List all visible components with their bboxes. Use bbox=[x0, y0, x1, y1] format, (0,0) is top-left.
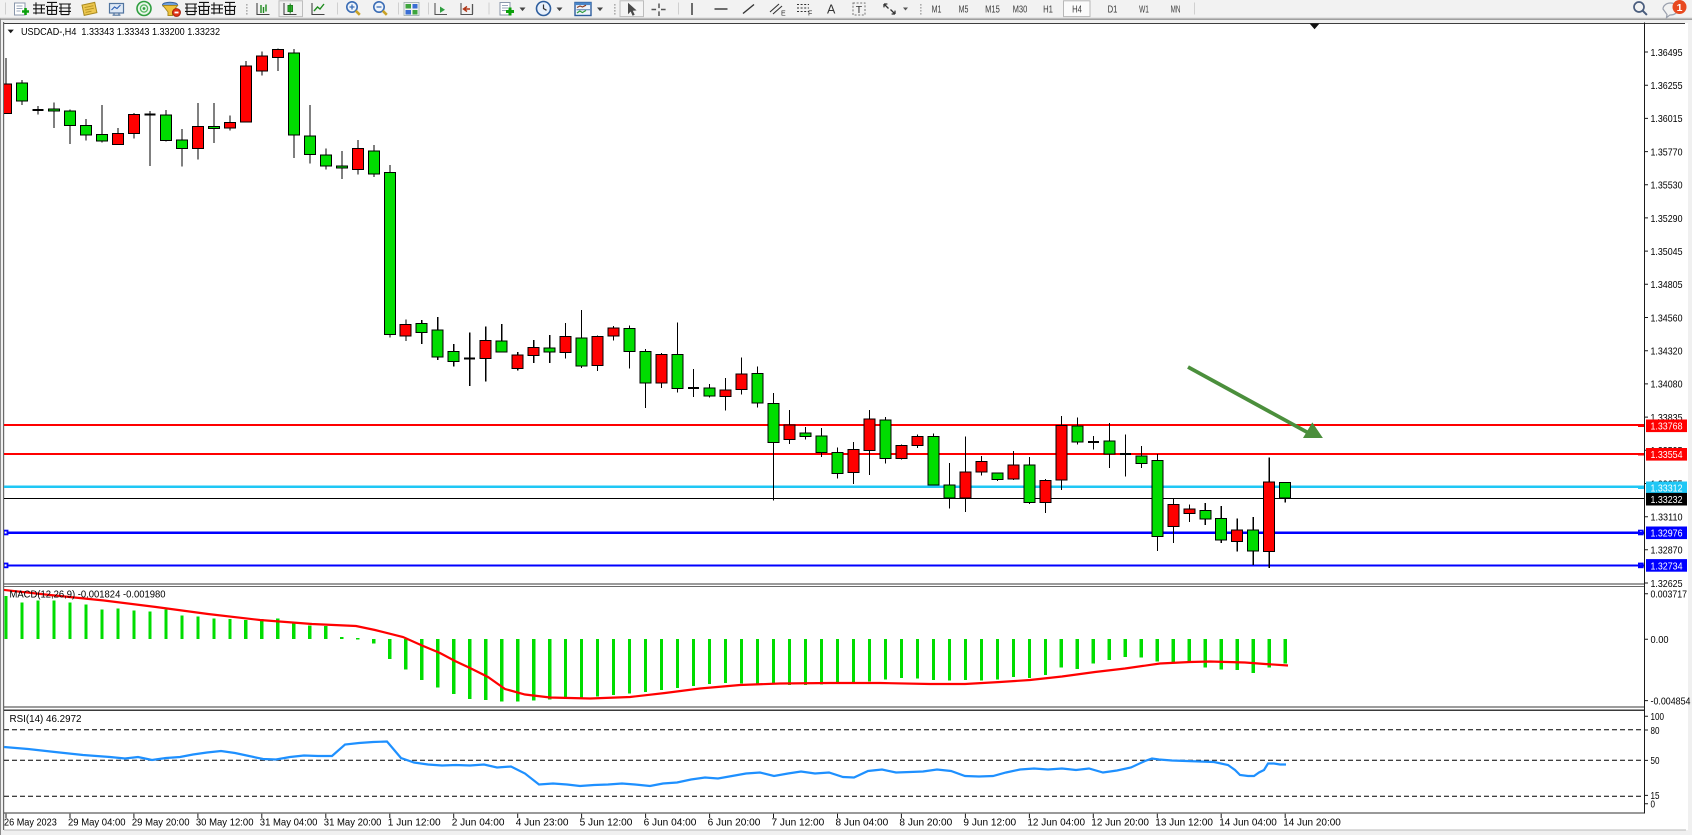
svg-text:D1: D1 bbox=[1108, 4, 1118, 15]
svg-text:0: 0 bbox=[1651, 799, 1656, 811]
svg-text:1.35290: 1.35290 bbox=[1651, 213, 1683, 225]
svg-text:T: T bbox=[856, 4, 863, 16]
svg-text:RSI(14) 46.2972: RSI(14) 46.2972 bbox=[10, 713, 82, 725]
svg-text:1.36495: 1.36495 bbox=[1651, 47, 1683, 59]
svg-text:29 May 04:00: 29 May 04:00 bbox=[68, 817, 126, 829]
svg-text:1.34560: 1.34560 bbox=[1651, 312, 1683, 324]
svg-text:1.34080: 1.34080 bbox=[1651, 379, 1683, 391]
svg-text:1 Jun 12:00: 1 Jun 12:00 bbox=[388, 817, 441, 829]
svg-text:M1: M1 bbox=[932, 4, 942, 15]
svg-text:2 Jun 04:00: 2 Jun 04:00 bbox=[452, 817, 505, 829]
svg-text:29 May 20:00: 29 May 20:00 bbox=[132, 817, 190, 829]
svg-text:6 Jun 04:00: 6 Jun 04:00 bbox=[644, 817, 697, 829]
svg-text:1.32734: 1.32734 bbox=[1651, 560, 1683, 572]
svg-text:15: 15 bbox=[1651, 790, 1660, 802]
svg-text:8 Jun 20:00: 8 Jun 20:00 bbox=[899, 817, 952, 829]
svg-text:1.32625: 1.32625 bbox=[1651, 578, 1683, 590]
svg-text:14 Jun 20:00: 14 Jun 20:00 bbox=[1283, 817, 1341, 829]
svg-text:12 Jun 20:00: 12 Jun 20:00 bbox=[1091, 817, 1149, 829]
svg-text:31 May 20:00: 31 May 20:00 bbox=[324, 817, 382, 829]
svg-text:8 Jun 04:00: 8 Jun 04:00 bbox=[836, 817, 889, 829]
svg-text:50: 50 bbox=[1651, 755, 1660, 767]
svg-text:A: A bbox=[827, 3, 836, 17]
svg-text:26 May 2023: 26 May 2023 bbox=[4, 817, 57, 829]
svg-text:5 Jun 12:00: 5 Jun 12:00 bbox=[580, 817, 633, 829]
svg-text:W1: W1 bbox=[1139, 4, 1149, 15]
svg-text:1.32976: 1.32976 bbox=[1651, 528, 1683, 540]
svg-text:1.35770: 1.35770 bbox=[1651, 146, 1683, 158]
svg-text:0.003717: 0.003717 bbox=[1651, 589, 1688, 601]
svg-text:1.35530: 1.35530 bbox=[1651, 180, 1683, 192]
svg-text:1: 1 bbox=[1677, 2, 1683, 14]
svg-text:100: 100 bbox=[1651, 711, 1665, 723]
svg-text:30 May 12:00: 30 May 12:00 bbox=[196, 817, 254, 829]
svg-text:H4: H4 bbox=[1072, 4, 1082, 15]
svg-text:E: E bbox=[781, 11, 786, 18]
svg-text:1.33110: 1.33110 bbox=[1651, 512, 1683, 524]
svg-text:1.34320: 1.34320 bbox=[1651, 346, 1683, 358]
svg-text:USDCAD-,H4 1.33343 1.33343 1.: USDCAD-,H4 1.33343 1.33343 1.33200 1.332… bbox=[21, 26, 220, 38]
svg-text:1.35045: 1.35045 bbox=[1651, 246, 1683, 258]
svg-text:12 Jun 04:00: 12 Jun 04:00 bbox=[1027, 817, 1085, 829]
svg-text:MACD(12,26,9) -0.001824 -0.001: MACD(12,26,9) -0.001824 -0.001980 bbox=[10, 588, 166, 600]
svg-text:1.33312: 1.33312 bbox=[1651, 483, 1683, 495]
svg-text:31 May 04:00: 31 May 04:00 bbox=[260, 817, 318, 829]
svg-text:1.33554: 1.33554 bbox=[1651, 449, 1683, 461]
svg-text:1.36015: 1.36015 bbox=[1651, 113, 1683, 125]
svg-text:1.33232: 1.33232 bbox=[1651, 494, 1683, 506]
svg-text:1.34805: 1.34805 bbox=[1651, 279, 1683, 291]
svg-text:1.36255: 1.36255 bbox=[1651, 80, 1683, 92]
svg-text:4 Jun 23:00: 4 Jun 23:00 bbox=[516, 817, 569, 829]
svg-text:0.00: 0.00 bbox=[1651, 634, 1669, 646]
svg-text:6 Jun 20:00: 6 Jun 20:00 bbox=[708, 817, 761, 829]
svg-text:1.32870: 1.32870 bbox=[1651, 545, 1683, 557]
svg-text:M30: M30 bbox=[1013, 4, 1028, 15]
svg-text:-0.004854: -0.004854 bbox=[1651, 695, 1691, 707]
svg-text:14 Jun 04:00: 14 Jun 04:00 bbox=[1219, 817, 1277, 829]
svg-text:9 Jun 12:00: 9 Jun 12:00 bbox=[963, 817, 1016, 829]
svg-text:7 Jun 12:00: 7 Jun 12:00 bbox=[772, 817, 825, 829]
svg-text:M15: M15 bbox=[985, 4, 1000, 15]
svg-text:F: F bbox=[808, 11, 812, 18]
svg-text:M5: M5 bbox=[959, 4, 969, 15]
svg-text:80: 80 bbox=[1651, 725, 1660, 737]
svg-text:MN: MN bbox=[1171, 4, 1181, 15]
svg-text:1.33768: 1.33768 bbox=[1651, 421, 1683, 433]
svg-text:13 Jun 12:00: 13 Jun 12:00 bbox=[1155, 817, 1213, 829]
svg-text:H1: H1 bbox=[1043, 4, 1053, 15]
